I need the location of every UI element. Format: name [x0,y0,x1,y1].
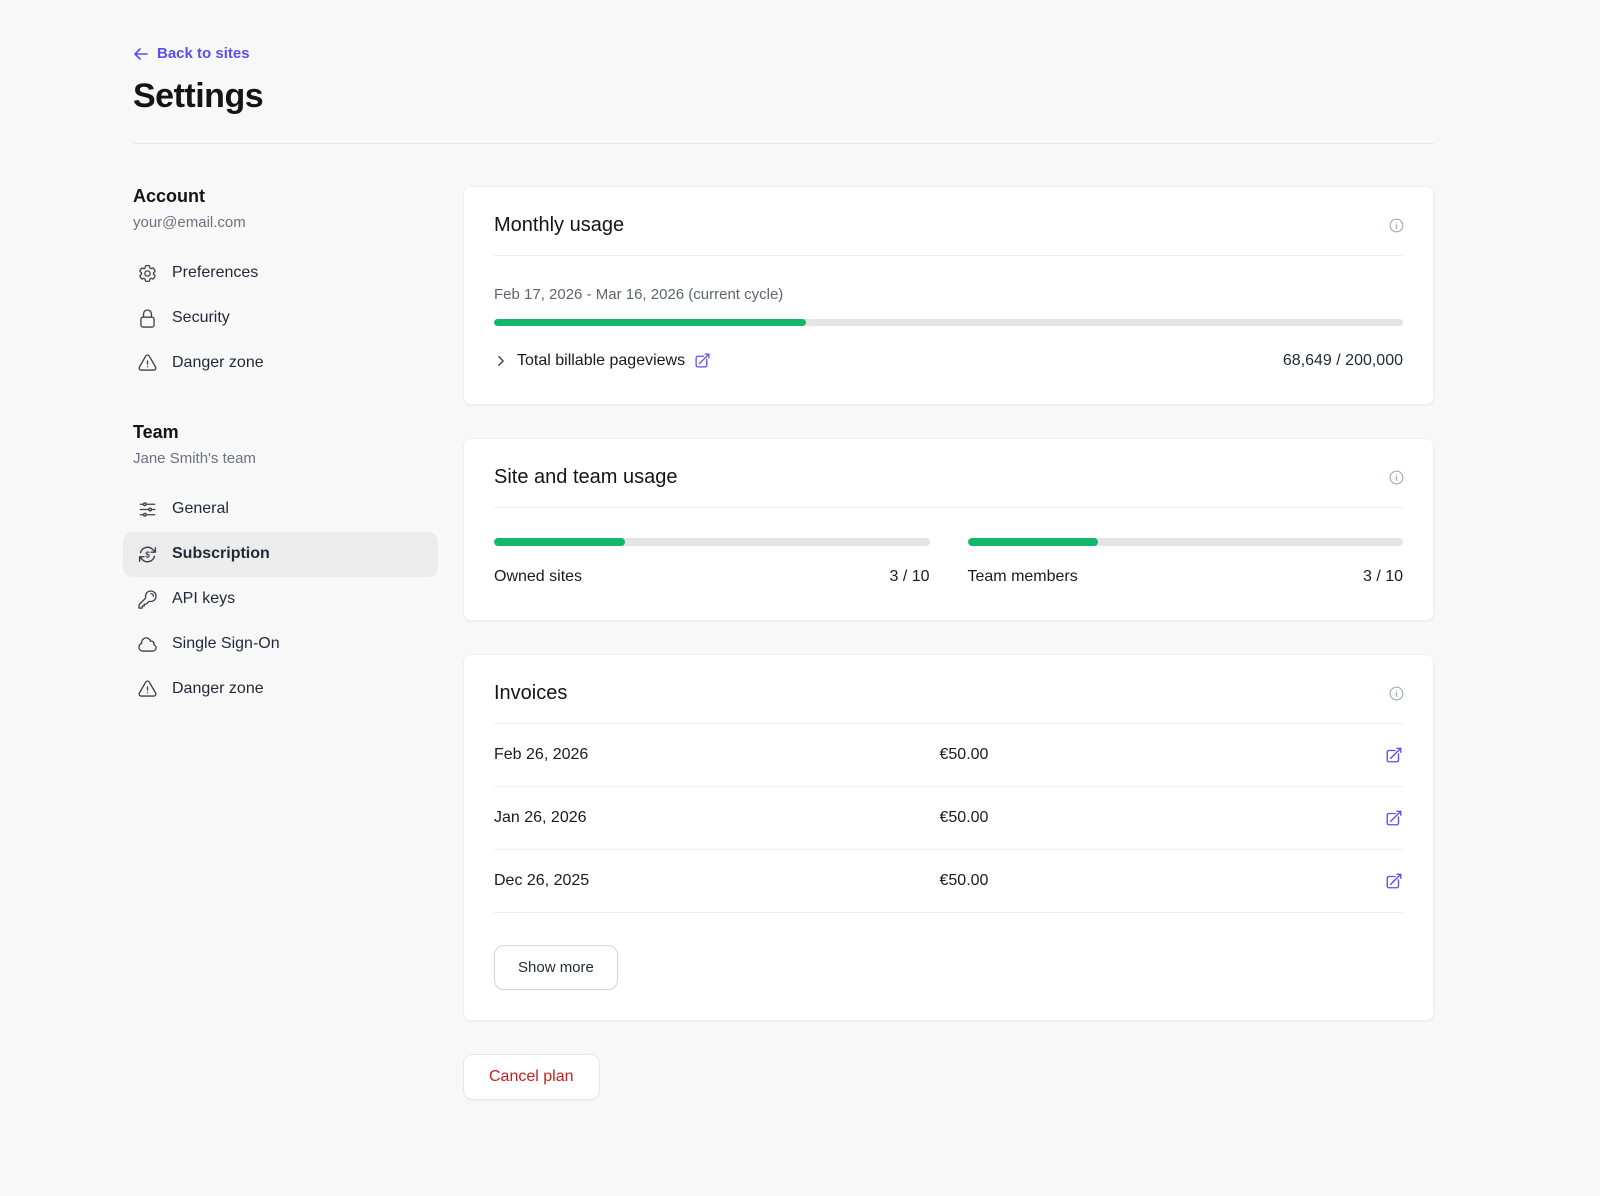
sidebar-item-preferences[interactable]: Preferences [123,251,438,296]
team-heading: Team [133,421,179,442]
sidebar-item-label: Security [172,309,230,326]
team-members-progress-track [967,537,1403,546]
team-members-meter: Team members 3 / 10 [967,537,1403,586]
billable-pageviews-value: 68,649 / 200,000 [1282,351,1403,369]
cloud-icon [137,634,158,655]
invoice-row: Feb 26, 2026 €50.00 [494,724,1403,787]
owned-sites-meter: Owned sites 3 / 10 [494,537,930,586]
team-members-value: 3 / 10 [1362,567,1403,585]
warning-triangle-icon [137,679,158,700]
gear-icon [137,263,158,284]
invoice-date: Feb 26, 2026 [494,745,589,763]
external-link-icon[interactable] [1385,809,1403,827]
page-title: Settings [133,76,264,115]
billable-pageviews-label: Total billable pageviews [517,351,686,369]
card-divider [494,506,1403,508]
owned-sites-label: Owned sites [494,567,583,585]
arrow-left-icon [133,46,149,62]
back-link-label: Back to sites [157,45,250,62]
invoices-card: Invoices Feb 26, 2026 €50.00 [463,653,1434,1021]
site-team-usage-card: Site and team usage Owned sites [463,437,1434,621]
sidebar-item-single-sign-on[interactable]: Single Sign-On [123,622,438,667]
sidebar-item-label: API keys [172,590,236,607]
show-more-button[interactable]: Show more [494,944,618,990]
sidebar-item-label: Subscription [172,545,270,562]
settings-page: Back to sites Settings Account your@emai… [123,0,1434,1180]
monthly-usage-card: Monthly usage Feb 17, 2026 - Mar 16, 202… [463,185,1434,405]
account-email: your@email.com [133,213,246,231]
sidebar-item-subscription[interactable]: $ Subscription [123,531,438,577]
card-divider [494,722,1403,724]
svg-text:$: $ [145,549,150,559]
billing-cycle-dates: Feb 17, 2026 - Mar 16, 2026 (current cyc… [494,285,784,303]
monthly-usage-title: Monthly usage [494,213,625,236]
sliders-icon [137,499,158,520]
sidebar-item-team-danger-zone[interactable]: Danger zone [123,667,438,712]
back-to-sites-link[interactable]: Back to sites [133,45,250,62]
sidebar-item-label: Single Sign-On [172,635,280,652]
owned-sites-progress-fill [494,537,625,546]
invoice-amount: €50.00 [939,745,989,763]
owned-sites-value: 3 / 10 [889,567,930,585]
monthly-usage-progress-track [494,318,1403,326]
invoice-row: Dec 26, 2025 €50.00 [494,850,1403,913]
sidebar-item-label: General [172,500,229,517]
sidebar-team-group: Team Jane Smith's team General $ Subscri… [123,422,438,712]
cancel-plan-button[interactable]: Cancel plan [463,1053,600,1100]
external-link-icon[interactable] [1385,746,1403,764]
external-link-icon[interactable] [1385,872,1403,890]
header-divider [133,142,1434,144]
team-nav: General $ Subscription API keys [123,487,438,712]
key-icon [137,589,158,610]
settings-main: Monthly usage Feb 17, 2026 - Mar 16, 202… [463,185,1434,1180]
invoice-row: Jan 26, 2026 €50.00 [494,787,1403,850]
chevron-right-icon[interactable] [494,354,508,368]
sidebar-item-label: Danger zone [172,680,264,697]
info-icon[interactable] [1388,217,1405,234]
lock-icon [137,308,158,329]
invoice-date: Jan 26, 2026 [494,808,587,826]
sidebar-item-security[interactable]: Security [123,296,438,341]
external-link-icon[interactable] [694,352,711,369]
warning-triangle-icon [137,353,158,374]
sidebar-account-group: Account your@email.com Preferences Secur… [123,186,438,386]
info-icon[interactable] [1388,685,1405,702]
team-members-progress-fill [967,537,1099,546]
sidebar-item-general[interactable]: General [123,487,438,532]
info-icon[interactable] [1388,469,1405,486]
team-members-label: Team members [967,567,1078,585]
invoices-title: Invoices [494,681,568,704]
invoice-amount: €50.00 [939,871,989,889]
invoice-amount: €50.00 [939,808,989,826]
account-nav: Preferences Security Danger zone [123,251,438,386]
invoice-date: Dec 26, 2025 [494,871,590,889]
card-divider [494,254,1403,256]
team-name: Jane Smith's team [133,449,256,467]
owned-sites-progress-track [494,537,930,546]
monthly-usage-progress-fill [494,318,806,326]
sidebar-item-label: Danger zone [172,354,264,371]
sidebar-item-label: Preferences [172,264,259,281]
sidebar-item-api-keys[interactable]: API keys [123,577,438,622]
settings-sidebar: Account your@email.com Preferences Secur… [123,186,438,748]
subscription-refresh-dollar-icon: $ [137,544,158,565]
account-heading: Account [133,185,205,206]
site-team-usage-title: Site and team usage [494,465,678,488]
sidebar-item-account-danger-zone[interactable]: Danger zone [123,341,438,386]
